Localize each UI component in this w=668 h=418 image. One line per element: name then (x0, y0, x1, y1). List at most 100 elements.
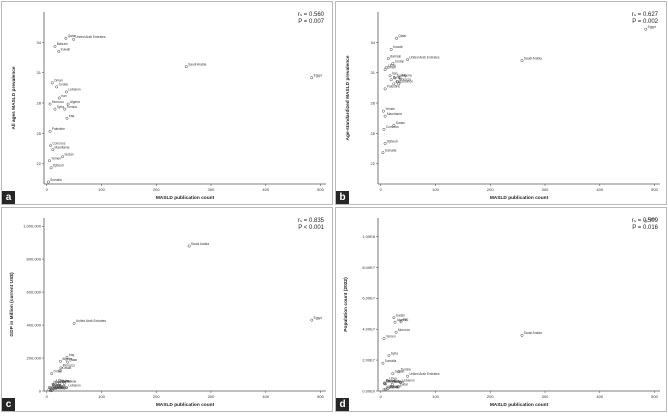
data-point (48, 129, 52, 133)
stat-r: rₛ = 0.835 (298, 218, 325, 224)
y-tick-label: 6.00E7 (362, 296, 375, 301)
data-point (520, 59, 524, 63)
data-point (56, 381, 60, 385)
point-label: Algeria (397, 318, 407, 322)
data-point (397, 82, 401, 86)
point-label: Libya (56, 379, 64, 383)
y-tick-label: 0 (39, 388, 42, 393)
data-point (644, 27, 648, 31)
y-tick-label: 1.00E8 (362, 234, 375, 239)
x-tick-label: 500 (317, 394, 324, 399)
data-point (58, 359, 62, 363)
y-tick-label: 28 (371, 100, 376, 105)
point-label: Sudan (64, 152, 73, 156)
y-tick-label: 34 (371, 40, 376, 45)
x-axis-label: MASLD publication count (490, 402, 549, 408)
point-label: Lebanon (68, 88, 81, 92)
y-axis-label: Population count (2022) (343, 277, 349, 332)
point-label: Palestine (52, 384, 65, 388)
point-label: Egypt (648, 25, 656, 29)
x-tick-label: 300 (542, 187, 549, 192)
point-label: Algeria (62, 357, 72, 361)
data-point (65, 90, 68, 94)
point-label: Syria (391, 351, 398, 355)
y-tick-label: 25 (371, 131, 376, 136)
chart-d: 0 100 200 300 400 500 0.00E0 2.00E7 4.00E7 6.00E7… (343, 217, 660, 408)
point-label: Qatar (400, 383, 409, 387)
data-point (386, 57, 390, 60)
data-point (390, 382, 394, 386)
point-label: Saudi Arabia (191, 242, 209, 246)
data-point (50, 372, 54, 376)
data-point (65, 116, 69, 120)
stat-p: P < 0.001 (298, 225, 324, 231)
data-point (66, 360, 69, 364)
data-point (383, 68, 387, 72)
point-label: Syria (56, 384, 63, 388)
panel-letter-c: c (2, 398, 15, 411)
point-label: Tunisia (67, 105, 77, 109)
point-label: Sudan (396, 313, 405, 317)
data-point (53, 44, 57, 48)
x-tick-label: 300 (208, 187, 215, 192)
point-label: Iraq (69, 114, 75, 118)
data-point (399, 320, 403, 323)
x-tick-label: 0 (46, 394, 49, 399)
point-label: Algeria (402, 74, 412, 78)
x-tick-label: 300 (208, 394, 215, 399)
point-label: Djibouti (54, 386, 65, 390)
point-label: Bahrain (57, 42, 68, 46)
data-point (310, 318, 314, 322)
point-label: Libya (388, 63, 396, 67)
x-tick-label: 400 (596, 394, 603, 399)
x-tick-label: 200 (153, 394, 160, 399)
y-tick-label: 600,000 (27, 290, 42, 295)
panel-letter-a: a (2, 191, 15, 204)
point-label: Libya (389, 376, 397, 380)
data-point (644, 219, 648, 223)
x-tick-label: 100 (432, 187, 439, 192)
stat-r: rₛ = 0.627 (632, 12, 659, 18)
data-point (398, 76, 402, 80)
data-point (520, 333, 524, 337)
data-point (392, 316, 396, 320)
data-point (66, 102, 70, 106)
point-label: Oman (387, 65, 396, 69)
point-label: Tunisia (66, 379, 76, 383)
panel-letter-b: b (336, 191, 349, 204)
point-label: Oman (387, 380, 396, 384)
point-label: Yemen (386, 334, 396, 338)
point-label: Mauritania (55, 145, 70, 149)
point-label: Mauritania (386, 380, 401, 384)
data-point (384, 382, 388, 386)
stat-r: rₛ = 0.509 (632, 218, 659, 224)
point-label: Qatar (68, 34, 77, 38)
data-point (50, 388, 54, 392)
data-point (51, 148, 55, 152)
data-point (381, 151, 385, 155)
point-label: Bahrain (390, 384, 401, 388)
data-point (397, 370, 401, 374)
data-point (394, 330, 398, 334)
point-label: Somalia (50, 178, 62, 182)
y-tick-label: 4.00E7 (362, 327, 375, 332)
data-point (57, 96, 61, 100)
point-label: Oman (54, 79, 63, 83)
point-label: Jordan (395, 59, 405, 63)
data-point (383, 382, 387, 386)
point-label: Lebanon (401, 80, 414, 84)
point-label: Tunisia (401, 367, 411, 371)
point-label: United Arab Emirates (76, 319, 107, 323)
y-tick-label: 2.00E7 (362, 358, 375, 363)
point-label: Somalia (385, 148, 397, 152)
x-tick-label: 400 (262, 187, 269, 192)
point-label: Lebanon (68, 384, 81, 388)
chart-a: 0 100 200 300 400 500 22 25 28 31 34 MASLD publicat… (11, 12, 326, 201)
data-point (49, 166, 53, 170)
point-label: Yemen (51, 383, 61, 387)
data-point (61, 155, 65, 159)
point-label: Comoros (52, 387, 65, 391)
data-point (384, 387, 388, 391)
data-point (48, 159, 51, 163)
y-tick-label: 22 (371, 161, 376, 166)
